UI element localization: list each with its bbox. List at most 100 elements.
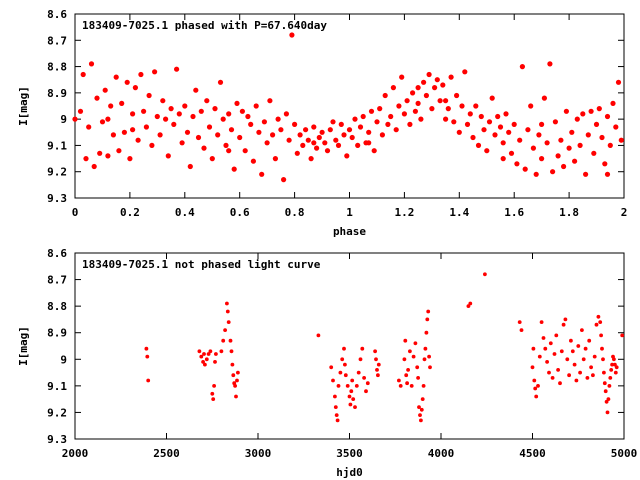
data-point: [253, 103, 259, 109]
data-point: [149, 142, 155, 148]
data-point: [297, 132, 303, 138]
data-point: [345, 384, 350, 388]
data-point: [242, 148, 248, 154]
data-point: [316, 134, 322, 141]
data-point: [204, 98, 210, 104]
data-point: [373, 349, 377, 354]
y-tick-label: 9: [60, 113, 67, 126]
data-point: [348, 402, 353, 407]
data-point: [409, 384, 414, 388]
data-point: [408, 349, 412, 354]
data-point: [199, 354, 204, 359]
x-axis-label: phase: [333, 225, 366, 238]
y-tick-label: 9.1: [47, 380, 67, 393]
data-point: [385, 121, 391, 127]
x-tick-label: 1: [346, 206, 353, 219]
data-point: [360, 113, 366, 120]
data-point: [157, 132, 163, 138]
data-point: [226, 320, 231, 324]
data-point: [229, 349, 234, 354]
data-point: [566, 145, 572, 151]
data-point: [210, 391, 215, 396]
data-point: [330, 119, 336, 125]
data-point: [398, 384, 403, 388]
data-point: [190, 113, 196, 120]
data-point: [212, 106, 218, 112]
data-point: [536, 384, 540, 388]
data-point: [405, 381, 409, 386]
data-point: [608, 376, 613, 380]
data-point: [569, 338, 573, 343]
data-point: [219, 349, 224, 354]
x-tick-label: 1.2: [394, 206, 414, 219]
x-tick-label: 0: [72, 206, 79, 219]
data-point: [410, 90, 416, 96]
data-point: [127, 156, 133, 162]
data-point: [364, 389, 368, 394]
phased-plot-panel: 183409-7025.1 phased with P=67.640day ph…: [17, 8, 627, 238]
data-point: [615, 79, 622, 85]
data-point: [552, 119, 559, 125]
data-point: [356, 370, 361, 375]
data-point: [358, 357, 363, 362]
data-point: [522, 166, 528, 172]
data-point: [601, 357, 605, 362]
data-point: [532, 378, 537, 383]
y-tick-label: 9.2: [47, 406, 67, 419]
x-axis-label: hjd0: [336, 466, 363, 479]
data-point: [555, 153, 561, 159]
data-point: [467, 111, 473, 117]
data-point: [419, 407, 424, 412]
data-point: [202, 352, 206, 356]
data-point: [336, 384, 341, 388]
data-point: [606, 397, 611, 401]
data-point: [574, 116, 580, 122]
data-point: [294, 150, 300, 156]
data-point: [401, 111, 407, 117]
data-point: [350, 378, 355, 383]
data-point: [335, 142, 342, 148]
data-point: [138, 71, 144, 78]
data-point: [519, 328, 524, 332]
data-point: [379, 132, 385, 138]
data-point: [335, 418, 340, 423]
data-point: [235, 378, 239, 383]
data-point: [591, 373, 595, 378]
data-point: [541, 95, 548, 101]
data-point: [259, 171, 265, 177]
data-point: [561, 163, 567, 170]
data-point: [609, 368, 614, 372]
data-point: [620, 333, 625, 338]
x-tick-label: 0.8: [285, 206, 305, 219]
data-point: [113, 74, 119, 80]
data-point: [226, 148, 232, 154]
data-point: [600, 346, 604, 351]
data-point: [344, 153, 350, 159]
data-points: [144, 272, 625, 423]
data-point: [206, 352, 211, 356]
data-point: [558, 137, 564, 143]
data-point: [72, 116, 78, 122]
data-point: [417, 405, 421, 409]
data-point: [351, 397, 356, 401]
data-point: [233, 384, 238, 388]
data-point: [563, 108, 570, 114]
data-point: [539, 320, 544, 324]
axis-ticks: 2000 2500 3000 3500 4000 4500 5000 8.6 8.7 8.8 8.9…: [47, 247, 637, 460]
y-tick-label: 8.9: [47, 327, 67, 340]
data-point: [495, 113, 501, 120]
data-point: [607, 384, 612, 388]
data-point: [237, 134, 243, 141]
data-point: [533, 171, 539, 177]
y-tick-label: 8.6: [47, 8, 67, 21]
y-tick-label: 8.7: [47, 34, 67, 47]
data-point: [580, 111, 586, 117]
data-point: [415, 365, 420, 370]
data-point: [234, 100, 240, 106]
data-point: [528, 103, 534, 109]
data-point: [256, 129, 262, 135]
data-point: [146, 378, 151, 383]
data-point: [121, 129, 127, 135]
data-point: [388, 113, 394, 120]
data-point: [596, 314, 601, 319]
